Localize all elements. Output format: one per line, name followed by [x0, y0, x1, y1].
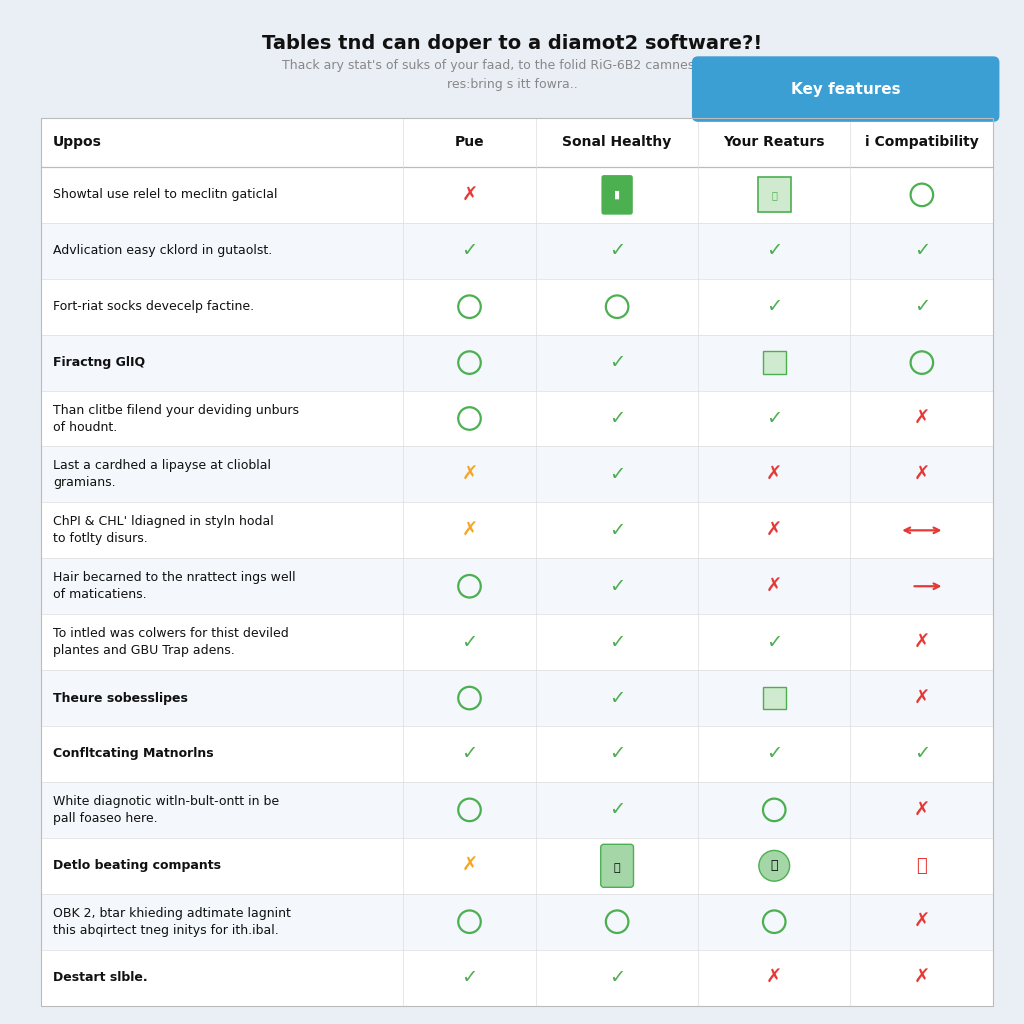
Text: ✗: ✗ [913, 633, 930, 651]
Bar [41, 335, 993, 390]
Text: Hair becarned to the nrattect ings well
of maticatiens.: Hair becarned to the nrattect ings well … [53, 571, 296, 601]
Text: ▮: ▮ [614, 189, 621, 200]
FancyBboxPatch shape [692, 56, 999, 122]
Text: ✓: ✓ [913, 297, 930, 316]
Text: ✗: ✗ [462, 465, 477, 484]
Bar [41, 279, 993, 335]
Text: ✗: ✗ [766, 577, 782, 596]
Text: ✗: ✗ [913, 912, 930, 931]
Text: To intled was colwers for thist deviled
plantes and GBU Trap adens.: To intled was colwers for thist deviled … [53, 627, 289, 657]
Text: ✓: ✓ [609, 633, 626, 651]
Bar [41, 503, 993, 558]
Text: ✓: ✓ [766, 242, 782, 260]
FancyBboxPatch shape [763, 351, 785, 374]
Text: Fort-riat socks devecelp factine.: Fort-riat socks devecelp factine. [53, 300, 254, 313]
Bar [41, 894, 993, 949]
Text: ✗: ✗ [766, 465, 782, 484]
Text: 🚶: 🚶 [916, 857, 927, 874]
Text: Uppos: Uppos [53, 135, 102, 150]
Text: ChPI & CHL' ldiagned in styln hodal
to fotlty disurs.: ChPI & CHL' ldiagned in styln hodal to f… [53, 515, 274, 546]
Text: ✓: ✓ [609, 801, 626, 819]
Text: Tables tnd can doper to a diamot2 software?!: Tables tnd can doper to a diamot2 softwa… [262, 34, 762, 53]
Text: Theure sobesslipes: Theure sobesslipes [53, 691, 188, 705]
Text: ✓: ✓ [462, 633, 477, 651]
Text: ✓: ✓ [609, 744, 626, 764]
Text: ✓: ✓ [766, 297, 782, 316]
Text: ✗: ✗ [462, 521, 477, 540]
Text: ✗: ✗ [766, 521, 782, 540]
Text: Confltcating Matnorlns: Confltcating Matnorlns [53, 748, 214, 761]
Text: ✓: ✓ [609, 409, 626, 428]
Text: ✓: ✓ [462, 968, 477, 987]
Text: ✓: ✓ [766, 409, 782, 428]
Bar [41, 782, 993, 838]
Text: OBK 2, btar khieding adtimate lagnint
this abqirtect tneg initys for ith.ibal.: OBK 2, btar khieding adtimate lagnint th… [53, 906, 291, 937]
Text: Pue: Pue [455, 135, 484, 150]
Text: ✓: ✓ [462, 744, 477, 764]
Text: ✓: ✓ [462, 242, 477, 260]
Text: ✓: ✓ [609, 242, 626, 260]
Text: ✗: ✗ [462, 185, 477, 205]
FancyBboxPatch shape [601, 174, 634, 215]
Text: Advlication easy cklord in gutaolst.: Advlication easy cklord in gutaolst. [53, 245, 272, 257]
Text: Destart slble.: Destart slble. [53, 971, 147, 984]
Text: i Compatibility: i Compatibility [865, 135, 979, 150]
Text: Your Reaturs: Your Reaturs [724, 135, 825, 150]
Text: Last a cardhed a lipayse at clioblal
gramians.: Last a cardhed a lipayse at clioblal gra… [53, 460, 271, 489]
Text: ✓: ✓ [609, 577, 626, 596]
FancyBboxPatch shape [763, 687, 785, 710]
Text: ✗: ✗ [462, 856, 477, 876]
Text: ✗: ✗ [766, 968, 782, 987]
Text: ✗: ✗ [913, 688, 930, 708]
Text: ✓: ✓ [766, 633, 782, 651]
Bar [41, 726, 993, 782]
Text: ✗: ✗ [913, 801, 930, 819]
Bar [41, 949, 993, 1006]
Text: ✓: ✓ [609, 688, 626, 708]
Text: ⛰: ⛰ [771, 189, 777, 200]
Text: ✗: ✗ [913, 968, 930, 987]
Circle shape [759, 850, 790, 881]
Bar [41, 390, 993, 446]
Bar [41, 670, 993, 726]
Text: Thack ary stat's of suks of your faad, to the folid RiG-6B2 camness ortbre
res:b: Thack ary stat's of suks of your faad, t… [282, 59, 742, 91]
Text: White diagnotic witln-bult-ontt in be
pall foaseo here.: White diagnotic witln-bult-ontt in be pa… [53, 795, 280, 825]
FancyBboxPatch shape [601, 844, 634, 887]
Text: ✗: ✗ [913, 409, 930, 428]
Text: ✓: ✓ [609, 465, 626, 484]
Bar [41, 838, 993, 894]
Text: Firactng GlIQ: Firactng GlIQ [53, 356, 145, 369]
Bar [41, 446, 993, 503]
Text: Key features: Key features [791, 82, 900, 96]
Bar [41, 558, 993, 614]
Bar [41, 167, 993, 223]
FancyBboxPatch shape [758, 177, 791, 212]
Text: ✓: ✓ [766, 744, 782, 764]
Text: ✓: ✓ [609, 521, 626, 540]
Text: Sonal Healthy: Sonal Healthy [562, 135, 672, 150]
Text: Than clitbe filend your deviding unburs
of houdnt.: Than clitbe filend your deviding unburs … [53, 403, 299, 433]
Text: Detlo beating compants: Detlo beating compants [53, 859, 221, 872]
Text: ✓: ✓ [609, 353, 626, 372]
Bar [41, 614, 993, 670]
Bar [41, 118, 993, 1006]
Bar [41, 118, 993, 1006]
Text: ✓: ✓ [609, 968, 626, 987]
Text: 🌐: 🌐 [770, 859, 778, 872]
Text: 🔒: 🔒 [613, 863, 621, 872]
Text: ✓: ✓ [913, 744, 930, 764]
Text: ✗: ✗ [913, 465, 930, 484]
Text: ✓: ✓ [913, 242, 930, 260]
Bar [41, 223, 993, 279]
Text: Showtal use relel to meclitn gaticIal: Showtal use relel to meclitn gaticIal [53, 188, 278, 202]
